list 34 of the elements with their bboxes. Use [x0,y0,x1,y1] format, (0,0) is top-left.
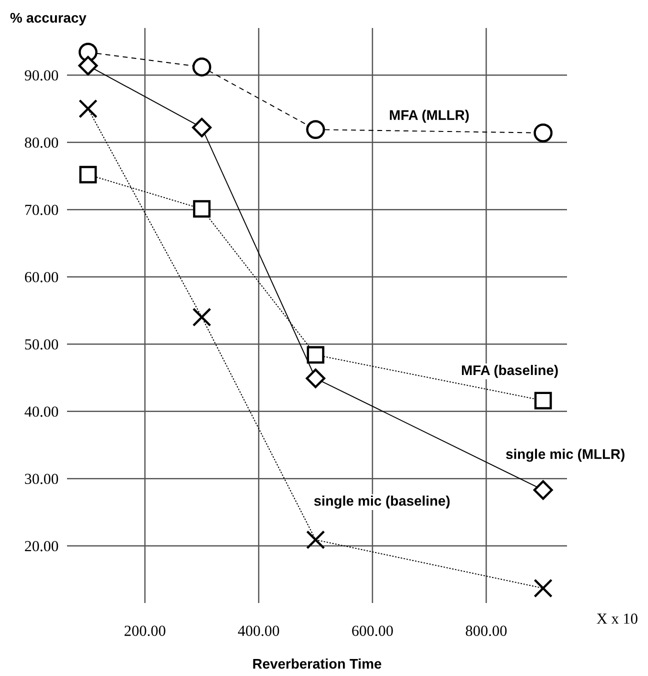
y-tick-label: 50.00 [25,339,58,350]
point [192,308,212,327]
series-label: single mic (baseline) [314,496,450,509]
series-label: MFA (MLLR) [390,110,469,123]
y-tick-label: 40.00 [24,406,58,417]
x-tick-label: 800.00 [466,626,507,636]
point [534,123,553,142]
point [78,99,98,118]
point [192,118,212,138]
y-tick-label: 90.00 [24,70,58,81]
x-tick-label: 200.00 [124,626,166,636]
point [534,578,553,598]
x-tick-label: 400.00 [238,626,280,636]
point [306,346,324,364]
point [79,166,97,184]
y-axis-title: % accuracy [10,12,86,26]
point [306,120,326,139]
point [306,530,326,550]
y-tick-label: 30.00 [25,474,58,484]
point [192,58,212,76]
x-axis-title: Reverberation Time [253,658,382,669]
y-tick-label: 70.00 [25,204,58,216]
x-tick-label: 600.00 [352,626,393,636]
point [533,480,553,500]
series-label: single mic (MLLR) [506,448,624,462]
point [193,200,211,218]
point [306,368,326,388]
y-tick-label: 80.00 [24,137,58,148]
point [534,392,552,410]
y-tick-label: 20.00 [24,540,58,552]
series-label: MFA (baseline) [462,364,558,378]
y-tick-label: 60.00 [24,272,58,282]
point [78,56,98,76]
text: X x 10 [596,614,638,624]
